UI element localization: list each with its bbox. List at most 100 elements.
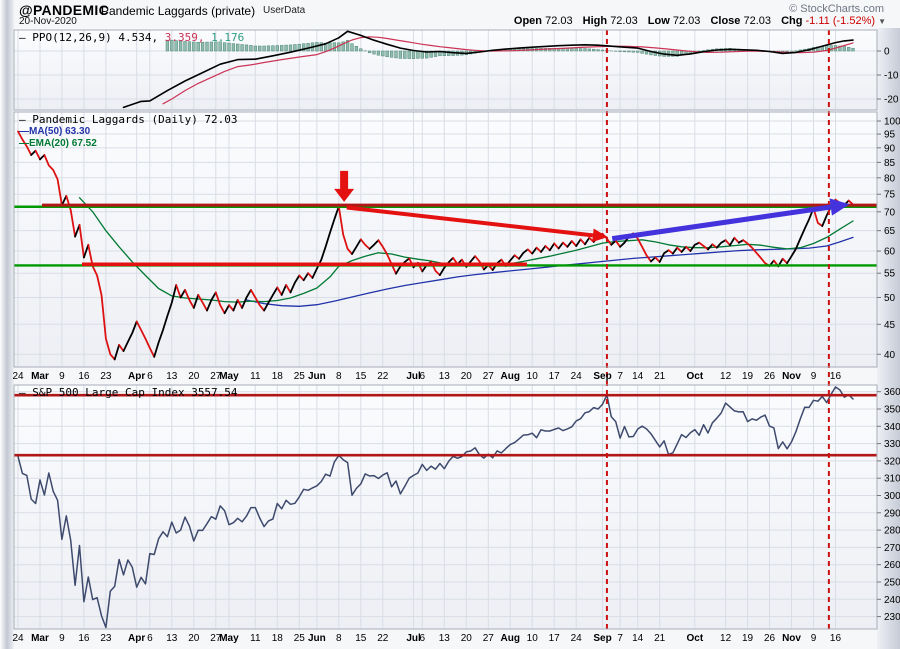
svg-text:3500: 3500	[884, 405, 900, 416]
svg-text:Aug: Aug	[501, 371, 520, 382]
svg-text:9: 9	[811, 371, 817, 382]
sp500-title: S&P 500 Large Cap Index 3557.54	[32, 386, 238, 399]
close-label: Close	[710, 15, 741, 27]
close-value: 72.03	[743, 15, 771, 27]
svg-text:24: 24	[571, 371, 583, 382]
svg-text:21: 21	[654, 633, 666, 644]
svg-text:May: May	[219, 371, 239, 382]
svg-text:27: 27	[483, 371, 495, 382]
svg-text:17: 17	[549, 371, 561, 382]
svg-text:-20: -20	[884, 95, 899, 106]
svg-text:15: 15	[355, 633, 367, 644]
chg-label: Chg	[781, 15, 803, 27]
svg-text:2500: 2500	[884, 578, 900, 589]
sp500-legend: — S&P 500 Large Cap Index 3557.54	[19, 386, 238, 399]
chg-down-triangle-icon: ▼	[878, 17, 886, 26]
svg-text:9: 9	[59, 371, 65, 382]
svg-text:22: 22	[377, 371, 389, 382]
svg-text:20: 20	[188, 633, 200, 644]
svg-text:0: 0	[884, 47, 890, 58]
svg-text:27: 27	[210, 633, 222, 644]
svg-text:13: 13	[166, 371, 178, 382]
svg-text:Aug: Aug	[501, 633, 520, 644]
svg-text:22: 22	[377, 633, 389, 644]
svg-text:19: 19	[742, 371, 754, 382]
svg-text:18: 18	[272, 371, 284, 382]
svg-text:19: 19	[742, 633, 754, 644]
svg-text:16: 16	[78, 633, 90, 644]
chart-date: 20-Nov-2020	[19, 16, 77, 27]
svg-text:15: 15	[355, 371, 367, 382]
svg-text:20: 20	[461, 633, 473, 644]
svg-text:2900: 2900	[884, 508, 900, 519]
svg-text:45: 45	[884, 320, 896, 331]
svg-text:26: 26	[764, 633, 776, 644]
svg-text:Jun: Jun	[308, 371, 326, 382]
ppo-line-key-icon: —	[19, 31, 26, 44]
svg-text:11: 11	[250, 371, 261, 382]
svg-text:65: 65	[884, 226, 896, 237]
svg-text:95: 95	[884, 130, 896, 141]
svg-text:75: 75	[884, 190, 896, 201]
ohlc-readout: Open 72.03 High 72.03 Low 72.03 Close 72…	[507, 15, 886, 27]
open-value: 72.03	[545, 15, 573, 27]
svg-text:20: 20	[188, 371, 200, 382]
svg-text:Jul: Jul	[406, 371, 421, 382]
svg-text:Oct: Oct	[686, 371, 703, 382]
svg-text:23: 23	[100, 633, 112, 644]
svg-text:16: 16	[830, 371, 842, 382]
svg-text:50: 50	[884, 293, 896, 304]
svg-text:12: 12	[720, 371, 732, 382]
svg-text:80: 80	[884, 173, 896, 184]
ppo-title: PPO(12,26,9)	[32, 31, 112, 44]
main-title: Pandemic Laggards (Daily) 72.03	[32, 113, 238, 126]
svg-text:16: 16	[78, 371, 90, 382]
svg-text:Oct: Oct	[686, 633, 703, 644]
svg-text:12: 12	[720, 633, 732, 644]
svg-text:Apr: Apr	[128, 371, 145, 382]
svg-text:13: 13	[439, 633, 451, 644]
ppo-value: 4.534,	[118, 31, 159, 44]
svg-text:24: 24	[12, 371, 24, 382]
high-label: High	[582, 15, 608, 27]
open-label: Open	[513, 15, 543, 27]
svg-text:16: 16	[830, 633, 842, 644]
svg-text:21: 21	[654, 371, 666, 382]
svg-text:9: 9	[59, 633, 65, 644]
ma50-label: MA(50) 63.30	[29, 126, 91, 137]
svg-text:Mar: Mar	[31, 633, 49, 644]
svg-text:2600: 2600	[884, 560, 900, 571]
svg-text:-10: -10	[884, 71, 899, 82]
svg-text:25: 25	[294, 371, 306, 382]
svg-text:3600: 3600	[884, 387, 900, 398]
high-value: 72.03	[610, 15, 638, 27]
svg-text:18: 18	[272, 633, 284, 644]
chg-value: -1.11 (-1.52%)	[805, 15, 876, 27]
ppo-signal-value: 3.359,	[164, 31, 205, 44]
svg-text:11: 11	[250, 633, 261, 644]
svg-text:13: 13	[166, 633, 178, 644]
svg-text:3100: 3100	[884, 474, 900, 485]
svg-text:27: 27	[483, 633, 495, 644]
low-label: Low	[647, 15, 670, 27]
ticker-symbol: @PANDEMIC	[19, 2, 109, 18]
svg-text:14: 14	[632, 371, 644, 382]
svg-text:Jul: Jul	[406, 633, 421, 644]
main-chart-legend: — Pandemic Laggards (Daily) 72.03 —MA(50…	[19, 114, 238, 150]
svg-text:24: 24	[571, 633, 583, 644]
svg-text:9: 9	[811, 633, 817, 644]
svg-text:85: 85	[884, 158, 896, 169]
svg-text:10: 10	[527, 633, 539, 644]
svg-text:14: 14	[632, 633, 644, 644]
svg-text:6: 6	[147, 633, 153, 644]
price-line-key-icon: —	[19, 113, 33, 126]
svg-text:Nov: Nov	[782, 633, 801, 644]
ma50-line-key-icon: —	[19, 126, 29, 137]
stockcharts-copyright: © StockCharts.com	[789, 3, 884, 15]
svg-text:24: 24	[12, 633, 24, 644]
svg-text:90: 90	[884, 143, 896, 154]
low-value: 72.03	[672, 15, 701, 27]
svg-text:Mar: Mar	[31, 371, 49, 382]
svg-text:6: 6	[420, 633, 426, 644]
